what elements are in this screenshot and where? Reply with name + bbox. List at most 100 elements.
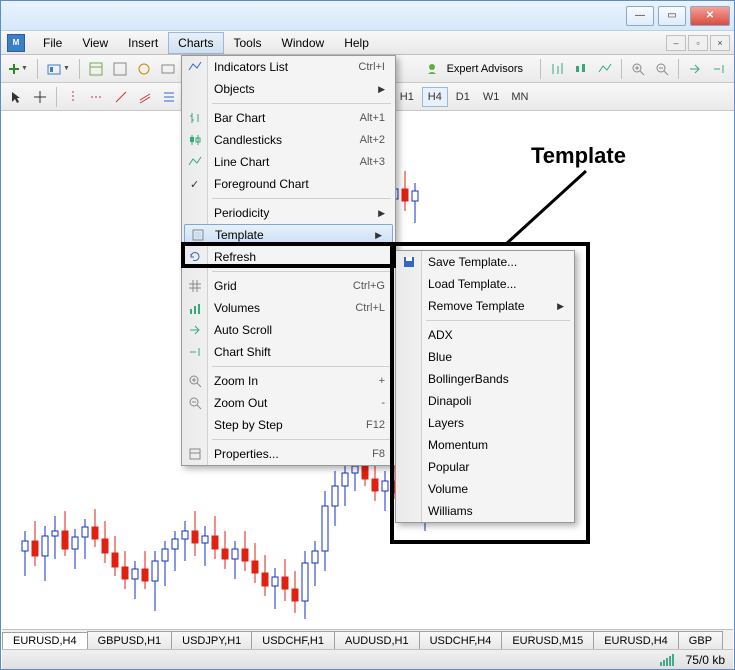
chart-tab[interactable]: GBP xyxy=(678,631,723,649)
minimize-button[interactable]: — xyxy=(626,6,654,26)
timeframe-mn[interactable]: MN xyxy=(506,87,533,107)
timeframe-d1[interactable]: D1 xyxy=(450,87,476,107)
bar-chart-button[interactable] xyxy=(546,58,568,80)
expert-advisors-label: Expert Advisors xyxy=(439,63,531,75)
menu-item-objects[interactable]: Objects▶ xyxy=(182,78,395,100)
bar-icon xyxy=(187,110,203,126)
menu-item-properties-[interactable]: Properties...F8 xyxy=(182,443,395,465)
line-chart-button[interactable] xyxy=(594,58,616,80)
menu-item-label: Foreground Chart xyxy=(214,177,309,191)
template-item-adx[interactable]: ADX xyxy=(396,324,574,346)
menu-charts[interactable]: Charts xyxy=(168,32,223,54)
menu-item-label: Properties... xyxy=(214,447,279,461)
template-item-remove-template[interactable]: Remove Template▶ xyxy=(396,295,574,317)
menu-item-label: Volume xyxy=(428,482,468,496)
submenu-arrow-icon: ▶ xyxy=(557,301,564,312)
menu-item-zoom-in[interactable]: Zoom In+ xyxy=(182,370,395,392)
shortcut-label: F12 xyxy=(366,419,385,431)
menu-item-bar-chart[interactable]: Bar ChartAlt+1 xyxy=(182,107,395,129)
crosshair-button[interactable] xyxy=(29,86,51,108)
chart-tab[interactable]: GBPUSD,H1 xyxy=(87,631,173,649)
chart-tab[interactable]: USDCHF,H1 xyxy=(251,631,335,649)
menu-item-label: Layers xyxy=(428,416,464,430)
template-item-momentum[interactable]: Momentum xyxy=(396,434,574,456)
menu-window[interactable]: Window xyxy=(272,32,335,54)
vline-button[interactable] xyxy=(62,86,84,108)
app-window: — ▭ ✕ M FileViewInsertChartsToolsWindowH… xyxy=(0,0,735,670)
menu-file[interactable]: File xyxy=(33,32,72,54)
menu-item-indicators-list[interactable]: Indicators ListCtrl+I xyxy=(182,56,395,78)
navigator-button[interactable] xyxy=(133,58,155,80)
menu-item-volumes[interactable]: VolumesCtrl+L xyxy=(182,297,395,319)
grid-icon xyxy=(187,278,203,294)
zoom-out-button[interactable] xyxy=(651,58,673,80)
menu-item-grid[interactable]: GridCtrl+G xyxy=(182,275,395,297)
template-item-save-template-[interactable]: Save Template... xyxy=(396,251,574,273)
close-button[interactable]: ✕ xyxy=(690,6,730,26)
menu-item-periodicity[interactable]: Periodicity▶ xyxy=(182,202,395,224)
template-submenu: Save Template...Load Template...Remove T… xyxy=(395,250,575,523)
menu-item-foreground-chart[interactable]: ✓Foreground Chart xyxy=(182,173,395,195)
shortcut-label: - xyxy=(381,397,385,409)
chart-tab[interactable]: EURUSD,M15 xyxy=(501,631,594,649)
menu-item-label: Popular xyxy=(428,460,469,474)
new-chart-button[interactable]: ▼ xyxy=(5,58,32,80)
menu-item-label: Dinapoli xyxy=(428,394,471,408)
template-item-popular[interactable]: Popular xyxy=(396,456,574,478)
chart-tab[interactable]: EURUSD,H4 xyxy=(593,631,679,649)
mdi-restore-button[interactable]: ▫ xyxy=(688,35,708,51)
zoom-in-button[interactable] xyxy=(627,58,649,80)
timeframe-h4[interactable]: H4 xyxy=(422,87,448,107)
template-item-volume[interactable]: Volume xyxy=(396,478,574,500)
maximize-button[interactable]: ▭ xyxy=(658,6,686,26)
menu-item-template[interactable]: Template▶ xyxy=(184,224,393,246)
chart-tab[interactable]: USDJPY,H1 xyxy=(171,631,252,649)
mdi-close-button[interactable]: × xyxy=(710,35,730,51)
data-window-button[interactable] xyxy=(109,58,131,80)
cursor-button[interactable] xyxy=(5,86,27,108)
menu-tools[interactable]: Tools xyxy=(224,32,272,54)
menu-help[interactable]: Help xyxy=(334,32,379,54)
menu-item-candlesticks[interactable]: CandlesticksAlt+2 xyxy=(182,129,395,151)
timeframe-h1[interactable]: H1 xyxy=(394,87,420,107)
template-item-load-template-[interactable]: Load Template... xyxy=(396,273,574,295)
submenu-arrow-icon: ▶ xyxy=(375,230,382,241)
profiles-button[interactable]: ▼ xyxy=(43,58,74,80)
menu-separator xyxy=(212,198,391,199)
menu-item-chart-shift[interactable]: Chart Shift xyxy=(182,341,395,363)
vol-icon xyxy=(187,300,203,316)
mdi-minimize-button[interactable]: – xyxy=(666,35,686,51)
menu-insert[interactable]: Insert xyxy=(118,32,168,54)
menu-view[interactable]: View xyxy=(72,32,118,54)
template-item-williams[interactable]: Williams xyxy=(396,500,574,522)
expert-advisors-button[interactable]: Expert Advisors xyxy=(421,58,535,80)
fibo-button[interactable] xyxy=(158,86,180,108)
template-item-bollingerbands[interactable]: BollingerBands xyxy=(396,368,574,390)
market-watch-button[interactable] xyxy=(85,58,107,80)
chart-shift-button[interactable] xyxy=(708,58,730,80)
trendline-button[interactable] xyxy=(110,86,132,108)
menu-item-line-chart[interactable]: Line ChartAlt+3 xyxy=(182,151,395,173)
timeframe-w1[interactable]: W1 xyxy=(478,87,505,107)
menu-item-label: Step by Step xyxy=(214,418,283,432)
menu-item-label: Chart Shift xyxy=(214,345,271,359)
chart-tab[interactable]: USDCHF,H4 xyxy=(419,631,503,649)
template-item-blue[interactable]: Blue xyxy=(396,346,574,368)
shortcut-label: Ctrl+I xyxy=(358,61,385,73)
menu-item-refresh[interactable]: Refresh xyxy=(182,246,395,268)
menu-item-zoom-out[interactable]: Zoom Out- xyxy=(182,392,395,414)
menu-item-step-by-step[interactable]: Step by Step F12 xyxy=(182,414,395,436)
menu-item-label: Blue xyxy=(428,350,452,364)
channel-button[interactable] xyxy=(134,86,156,108)
terminal-button[interactable] xyxy=(157,58,179,80)
template-item-layers[interactable]: Layers xyxy=(396,412,574,434)
menubar: M FileViewInsertChartsToolsWindowHelp – … xyxy=(1,31,734,55)
autoscroll-button[interactable] xyxy=(684,58,706,80)
menu-item-auto-scroll[interactable]: Auto Scroll xyxy=(182,319,395,341)
chart-tab[interactable]: EURUSD,H4 xyxy=(2,632,88,650)
template-item-dinapoli[interactable]: Dinapoli xyxy=(396,390,574,412)
props-icon xyxy=(187,446,203,462)
chart-tab[interactable]: AUDUSD,H1 xyxy=(334,631,420,649)
candle-chart-button[interactable] xyxy=(570,58,592,80)
hline-button[interactable] xyxy=(86,86,108,108)
